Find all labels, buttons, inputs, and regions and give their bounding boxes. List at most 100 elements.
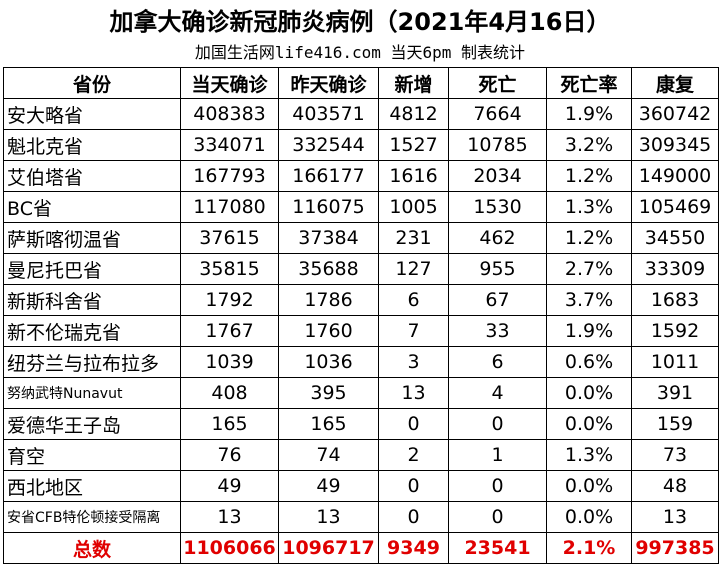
cell: 23541 xyxy=(448,532,547,564)
cell: 萨斯喀彻温省 xyxy=(3,222,181,254)
cell: 1.2% xyxy=(546,160,632,192)
cell: 231 xyxy=(378,222,449,254)
cell: 1.3% xyxy=(546,191,632,223)
cell: 2 xyxy=(378,439,449,471)
cell: 49 xyxy=(278,470,379,502)
cell: 48 xyxy=(631,470,719,502)
cell: 0 xyxy=(448,501,547,533)
cell: 7 xyxy=(378,315,449,347)
cell: 1.9% xyxy=(546,98,632,130)
cell: 0 xyxy=(448,470,547,502)
cell: 1683 xyxy=(631,284,719,316)
cell: 117080 xyxy=(180,191,279,223)
cell: 49 xyxy=(180,470,279,502)
cell: 2034 xyxy=(448,160,547,192)
cell: 997385 xyxy=(631,532,719,564)
cell: 33309 xyxy=(631,253,719,285)
cell: 76 xyxy=(180,439,279,471)
cell: 3.7% xyxy=(546,284,632,316)
cell: 育空 xyxy=(3,439,181,471)
cell: 昨天确诊 xyxy=(278,67,379,99)
cell: 魁北克省 xyxy=(3,129,181,161)
cell: 6 xyxy=(448,346,547,378)
cell: 408 xyxy=(180,377,279,409)
cell: 10785 xyxy=(448,129,547,161)
cell: 6 xyxy=(378,284,449,316)
cell: 309345 xyxy=(631,129,719,161)
body-row: 新斯科舍省 1792 1786 6 67 3.7% 1683 xyxy=(3,284,719,316)
cell: 166177 xyxy=(278,160,379,192)
cell: 艾伯塔省 xyxy=(3,160,181,192)
body-row: 安大略省 408383 403571 4812 7664 1.9% 360742 xyxy=(3,98,719,130)
cell: 西北地区 xyxy=(3,470,181,502)
cell: 0.0% xyxy=(546,501,632,533)
cell: 1616 xyxy=(378,160,449,192)
cell: 0.0% xyxy=(546,408,632,440)
cell: 3.2% xyxy=(546,129,632,161)
cell: 408383 xyxy=(180,98,279,130)
cell: 13 xyxy=(278,501,379,533)
subtitle: 加国生活网life416.com 当天6pm 制表统计 xyxy=(194,43,526,62)
cell: 3 xyxy=(378,346,449,378)
cell: 1011 xyxy=(631,346,719,378)
cell: 105469 xyxy=(631,191,719,223)
cell: 13 xyxy=(631,501,719,533)
cell: 1.2% xyxy=(546,222,632,254)
cell: 1 xyxy=(448,439,547,471)
cell: 1.3% xyxy=(546,439,632,471)
cell: 死亡 xyxy=(448,67,547,99)
cell: 955 xyxy=(448,253,547,285)
body-row: 育空 76 74 2 1 1.3% 73 xyxy=(3,439,719,471)
cell: 安大略省 xyxy=(3,98,181,130)
cell: 403571 xyxy=(278,98,379,130)
cell: 新不伦瑞克省 xyxy=(3,315,181,347)
body-row: 萨斯喀彻温省 37615 37384 231 462 1.2% 34550 xyxy=(3,222,719,254)
cell: 35815 xyxy=(180,253,279,285)
data-table: 省份 当天确诊 昨天确诊 新增 死亡 死亡率 康复 安大略省 408383 403571 4812 7… xyxy=(3,67,719,564)
cell: 149000 xyxy=(631,160,719,192)
body-row: 曼尼托巴省 35815 35688 127 955 2.7% 33309 xyxy=(3,253,719,285)
body-row: 纽芬兰与拉布拉多 1039 1036 3 6 0.6% 1011 xyxy=(3,346,719,378)
cell: 13 xyxy=(180,501,279,533)
cell: 116075 xyxy=(278,191,379,223)
cell: 395 xyxy=(278,377,379,409)
cell: 爱德华王子岛 xyxy=(3,408,181,440)
cell: 新斯科舍省 xyxy=(3,284,181,316)
body-row: 新不伦瑞克省 1767 1760 7 33 1.9% 1592 xyxy=(3,315,719,347)
cell: BC省 xyxy=(3,191,181,223)
cell: 努纳武特Nunavut xyxy=(3,377,181,409)
cell: 165 xyxy=(278,408,379,440)
cell: 纽芬兰与拉布拉多 xyxy=(3,346,181,378)
cell: 死亡率 xyxy=(546,67,632,99)
cell: 0 xyxy=(378,408,449,440)
cell: 73 xyxy=(631,439,719,471)
body-row: 爱德华王子岛 165 165 0 0 0.0% 159 xyxy=(3,408,719,440)
cell: 当天确诊 xyxy=(180,67,279,99)
cell: 167793 xyxy=(180,160,279,192)
cell: 2.7% xyxy=(546,253,632,285)
cell: 2.1% xyxy=(546,532,632,564)
cell: 1760 xyxy=(278,315,379,347)
cell: 0 xyxy=(378,470,449,502)
cell: 9349 xyxy=(378,532,449,564)
cell: 1767 xyxy=(180,315,279,347)
cell: 1039 xyxy=(180,346,279,378)
cell: 35688 xyxy=(278,253,379,285)
cell: 0 xyxy=(448,408,547,440)
cell: 74 xyxy=(278,439,379,471)
cell: 1592 xyxy=(631,315,719,347)
cell: 1.9% xyxy=(546,315,632,347)
cell: 1106066 xyxy=(180,532,279,564)
cell: 332544 xyxy=(278,129,379,161)
cell: 462 xyxy=(448,222,547,254)
body-row: 安省CFB特伦顿接受隔离 13 13 0 0 0.0% 13 xyxy=(3,501,719,533)
cell: 4812 xyxy=(378,98,449,130)
cell: 127 xyxy=(378,253,449,285)
cell: 34550 xyxy=(631,222,719,254)
cell: 安省CFB特伦顿接受隔离 xyxy=(3,501,181,533)
cell: 0 xyxy=(378,501,449,533)
cell: 1786 xyxy=(278,284,379,316)
cell: 391 xyxy=(631,377,719,409)
body-row: 努纳武特Nunavut 408 395 13 4 0.0% 391 xyxy=(3,377,719,409)
